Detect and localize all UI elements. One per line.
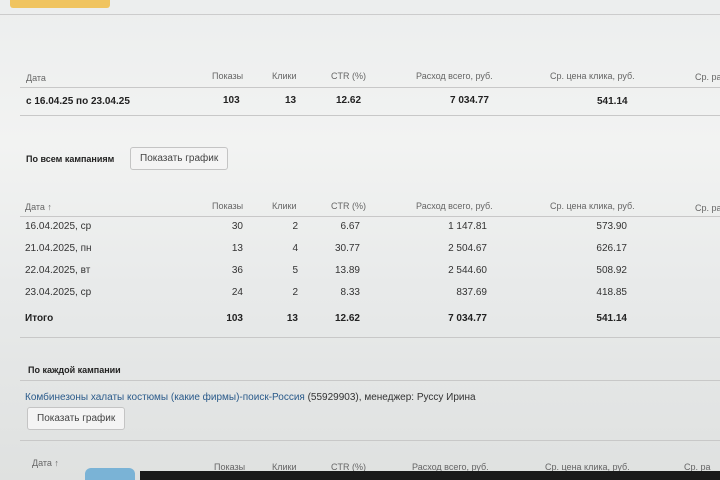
- col-ctr: CTR (%): [331, 201, 366, 211]
- summary-clicks: 13: [285, 95, 297, 106]
- row-ctr: 30.77: [334, 243, 360, 254]
- summary-cpc: 541.14: [597, 96, 628, 107]
- total-shows: 103: [226, 313, 243, 324]
- top-button[interactable]: [10, 0, 110, 8]
- col-clicks: Клики: [272, 201, 297, 211]
- total-date: Итого: [25, 313, 54, 324]
- row-date: 21.04.2025, пн: [25, 243, 92, 254]
- col-date-sort[interactable]: Дата ↑: [25, 202, 52, 212]
- row-cost: 2 544.60: [448, 265, 487, 276]
- row-ctr: 13.89: [334, 265, 360, 276]
- row-clicks: 4: [292, 243, 298, 254]
- campaign-info: (55929903), менеджер: Руссу Ирина: [304, 392, 476, 403]
- taskbar: [140, 471, 720, 480]
- divider: [0, 14, 720, 15]
- col-shows: Показы: [214, 462, 246, 472]
- col-extra: Ср. ра: [695, 203, 720, 213]
- taskbar-logo-icon: [85, 468, 135, 480]
- all-campaigns-label: По всем кампаниям: [26, 154, 115, 164]
- row-clicks: 2: [292, 287, 298, 298]
- total-clicks: 13: [286, 313, 298, 324]
- each-campaign-label: По каждой кампании: [28, 365, 121, 375]
- row-date: 23.04.2025, ср: [25, 287, 92, 298]
- row-cost: 837.69: [456, 287, 487, 298]
- row-shows: 30: [231, 221, 243, 232]
- summary-cost: 7 034.77: [450, 95, 489, 106]
- col-cost: Расход всего, руб.: [416, 71, 493, 81]
- col-cost: Расход всего, руб.: [416, 201, 493, 211]
- col-date-sort[interactable]: Дата ↑: [32, 458, 59, 468]
- col-shows: Показы: [212, 201, 244, 211]
- col-cost: Расход всего, руб.: [412, 462, 489, 472]
- col-cpc: Ср. цена клика, руб.: [545, 462, 630, 472]
- row-cost: 2 504.67: [448, 243, 487, 254]
- row-cpc: 573.90: [596, 221, 627, 232]
- summary-shows: 103: [223, 95, 240, 106]
- row-cpc: 626.17: [596, 243, 627, 254]
- row-clicks: 2: [292, 221, 298, 232]
- row-shows: 24: [231, 287, 243, 298]
- total-cpc: 541.14: [596, 313, 627, 324]
- col-clicks: Клики: [272, 71, 297, 81]
- total-ctr: 12.62: [334, 313, 360, 324]
- col-cpc: Ср. цена клика, руб.: [550, 71, 635, 81]
- total-cost: 7 034.77: [448, 313, 487, 324]
- row-date: 16.04.2025, ср: [25, 221, 92, 232]
- show-chart-button[interactable]: Показать график: [130, 147, 229, 170]
- row-shows: 13: [231, 243, 243, 254]
- summary-date: с 16.04.25 по 23.04.25: [26, 96, 130, 107]
- campaign-show-chart-button[interactable]: Показать график: [27, 407, 126, 430]
- row-cost: 1 147.81: [448, 221, 487, 232]
- col-cpc: Ср. цена клика, руб.: [550, 201, 635, 211]
- col-date: Дата: [26, 73, 46, 83]
- row-cpc: 418.85: [596, 287, 627, 298]
- col-extra: Ср. ра: [684, 462, 711, 472]
- col-ctr: CTR (%): [331, 71, 366, 81]
- row-cpc: 508.92: [596, 265, 627, 276]
- row-date: 22.04.2025, вт: [25, 265, 91, 276]
- campaign-line: Комбинезоны халаты костюмы (какие фирмы)…: [25, 392, 476, 403]
- row-ctr: 6.67: [340, 221, 360, 232]
- col-clicks: Клики: [272, 462, 297, 472]
- campaign-link[interactable]: Комбинезоны халаты костюмы (какие фирмы)…: [25, 392, 305, 403]
- col-shows: Показы: [212, 71, 244, 81]
- col-extra: Ср. ра: [695, 72, 720, 82]
- col-ctr: CTR (%): [331, 462, 366, 472]
- row-shows: 36: [231, 265, 243, 276]
- summary-ctr: 12.62: [336, 95, 362, 106]
- row-ctr: 8.33: [340, 287, 360, 298]
- row-clicks: 5: [292, 265, 298, 276]
